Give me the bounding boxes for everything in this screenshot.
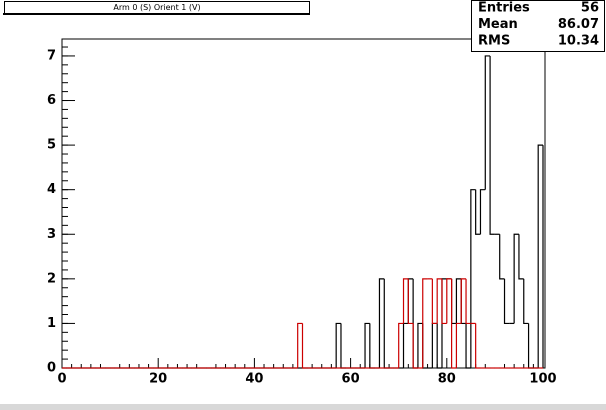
stat-label: RMS — [478, 34, 510, 49]
histogram-bin — [364, 322, 370, 368]
histogram-bin — [479, 189, 486, 235]
histogram-bin — [407, 278, 414, 325]
y-tick-label: 5 — [47, 138, 56, 153]
histogram-bin — [451, 278, 457, 369]
histogram-bin — [484, 55, 491, 190]
x-tick-label: 60 — [342, 372, 360, 387]
histogram-bin — [412, 323, 418, 369]
histogram-bin — [436, 323, 442, 369]
histogram-bin — [455, 322, 462, 368]
histogram-bin — [451, 278, 457, 325]
histogram-bin — [402, 322, 409, 368]
x-tick-label: 20 — [149, 372, 167, 387]
histogram-bin — [301, 323, 308, 369]
x-tick-label: 80 — [438, 372, 456, 387]
stat-value: 86.07 — [558, 17, 599, 32]
x-tick-label: 100 — [529, 372, 556, 387]
histogram-bin — [417, 322, 423, 368]
histogram-bin — [297, 322, 303, 368]
histogram-bin — [465, 278, 471, 325]
histogram-bin — [455, 278, 462, 324]
histogram-bin — [340, 323, 346, 369]
histogram-bin — [441, 278, 447, 325]
stat-label: Mean — [478, 17, 518, 32]
histogram-bin — [431, 278, 438, 325]
y-tick-label: 6 — [47, 93, 56, 108]
histogram-bin — [460, 278, 467, 324]
histogram-bin — [523, 278, 529, 325]
stats-box — [471, 0, 605, 52]
histogram-bin — [470, 189, 476, 368]
histogram-bin — [402, 278, 409, 324]
stat-label: Entries — [478, 1, 530, 16]
y-tick-label: 7 — [47, 48, 56, 63]
y-tick-label: 1 — [47, 316, 56, 331]
histogram-bin — [475, 323, 481, 369]
histogram-bin — [475, 189, 481, 235]
histogram-bin — [422, 323, 428, 369]
histogram-bin — [398, 322, 404, 368]
histogram-bin — [446, 278, 452, 324]
histogram-bin — [499, 234, 505, 280]
histogram-bin — [383, 278, 390, 369]
histogram-bin — [513, 233, 519, 324]
histogram-bin — [537, 144, 543, 368]
x-tick-label: 0 — [57, 372, 66, 387]
title-shadow — [3, 13, 310, 15]
y-tick-label: 0 — [47, 361, 56, 376]
histogram-bin — [407, 278, 414, 324]
stat-value: 56 — [581, 1, 599, 16]
histogram-bin — [369, 323, 375, 369]
y-tick-label: 2 — [47, 271, 56, 286]
histogram-bin — [465, 323, 471, 369]
histogram-bin — [422, 278, 428, 368]
y-tick-label: 4 — [47, 182, 56, 197]
y-tick-label: 3 — [47, 227, 56, 242]
histogram-bin — [412, 278, 418, 369]
histogram-bin — [378, 278, 385, 368]
status-strip — [0, 404, 606, 410]
histogram-bin — [489, 55, 495, 235]
histogram-bin — [335, 322, 341, 368]
histogram-bin — [503, 278, 510, 325]
histogram-bin — [527, 323, 534, 369]
frame — [61, 38, 546, 369]
stat-value: 10.34 — [558, 34, 599, 49]
histogram-bin — [431, 322, 438, 368]
histogram-bin — [436, 278, 442, 324]
histogram-bin — [460, 278, 467, 325]
histogram-bin — [518, 234, 524, 280]
chart-title: Arm 0 (S) Orient 1 (V) — [113, 3, 200, 12]
x-tick-label: 40 — [245, 372, 263, 387]
